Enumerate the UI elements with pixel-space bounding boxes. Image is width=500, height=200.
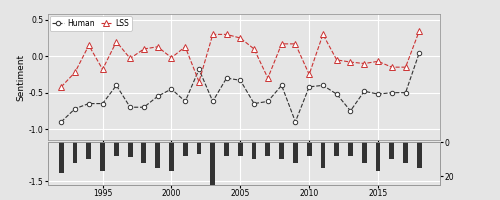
Legend: Human, LSS: Human, LSS xyxy=(50,16,132,31)
Bar xyxy=(279,142,284,159)
Y-axis label: Sentiment: Sentiment xyxy=(16,53,26,101)
Bar xyxy=(307,142,312,156)
Bar xyxy=(224,142,229,156)
Bar xyxy=(128,142,132,157)
Bar xyxy=(196,142,202,154)
Bar xyxy=(266,142,270,156)
Bar xyxy=(293,142,298,163)
Bar xyxy=(390,142,394,159)
Bar xyxy=(320,142,326,168)
Bar xyxy=(348,142,353,156)
Bar xyxy=(142,142,146,163)
Bar xyxy=(210,142,215,185)
Bar xyxy=(376,142,380,171)
Bar xyxy=(86,142,91,159)
Bar xyxy=(334,142,339,156)
Bar xyxy=(114,142,119,156)
Bar xyxy=(238,142,242,156)
Bar xyxy=(183,142,188,156)
Bar xyxy=(100,142,105,171)
Bar xyxy=(362,142,366,163)
Bar xyxy=(252,142,256,159)
Bar xyxy=(156,142,160,168)
Bar xyxy=(59,142,64,173)
Bar xyxy=(403,142,408,163)
Bar xyxy=(417,142,422,168)
Bar xyxy=(169,142,174,171)
Bar xyxy=(72,142,78,163)
